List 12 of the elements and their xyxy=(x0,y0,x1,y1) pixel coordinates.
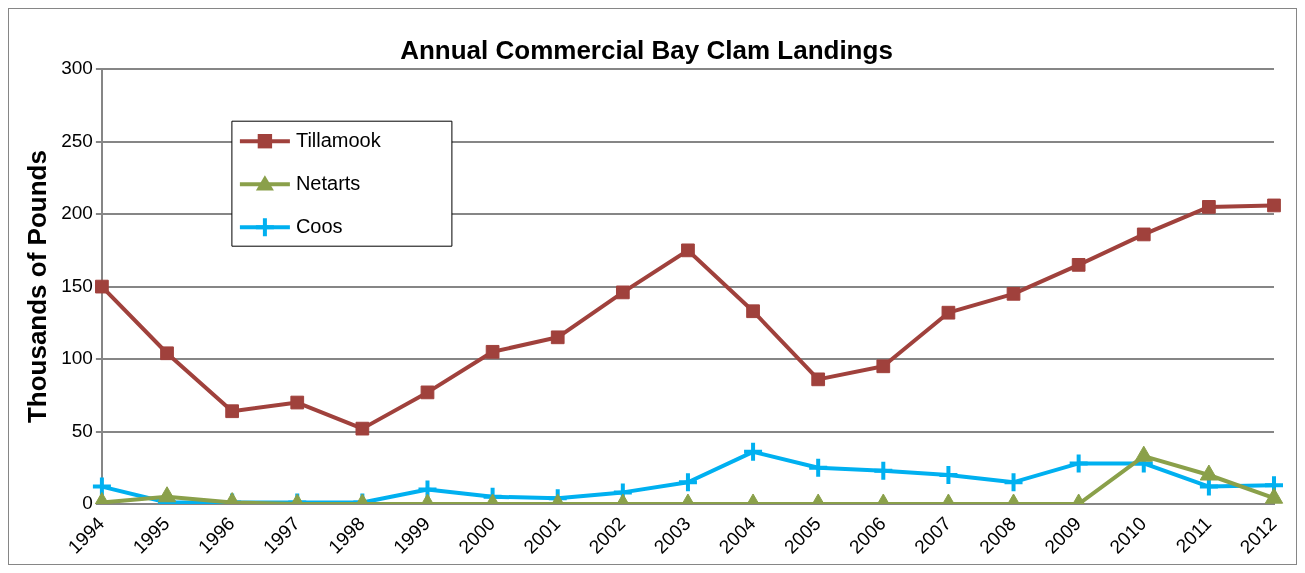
legend-label: Netarts xyxy=(295,171,361,194)
y-tick-label: 0 xyxy=(82,492,93,514)
y-tick-label: 300 xyxy=(61,57,93,79)
y-tick-label: 250 xyxy=(61,129,93,151)
y-axis-title: Thousands of Pounds xyxy=(21,150,52,424)
chart-title: Annual Commercial Bay Clam Landings xyxy=(400,34,893,65)
y-tick-label: 200 xyxy=(61,202,93,224)
y-tick-label: 100 xyxy=(61,347,93,369)
y-tick-label: 150 xyxy=(61,274,93,296)
legend-label: Tillamook xyxy=(295,128,382,151)
y-tick-label: 50 xyxy=(71,419,93,441)
legend-label: Coos xyxy=(295,214,343,237)
